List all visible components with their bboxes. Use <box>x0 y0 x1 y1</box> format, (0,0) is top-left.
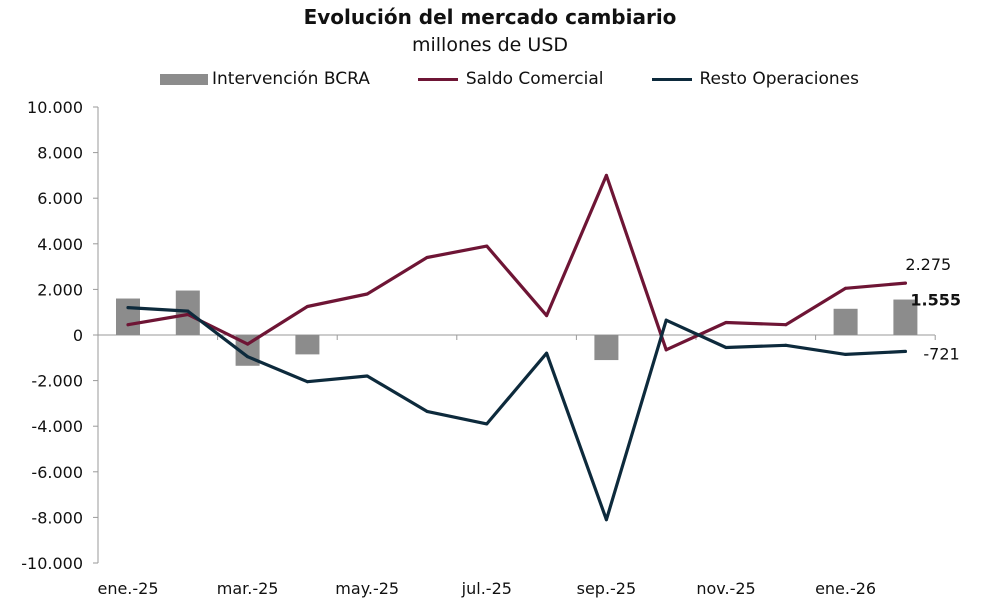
chart-subtitle: millones de USD <box>411 34 569 56</box>
bar-intervencion <box>594 335 619 361</box>
point-resto-operaciones <box>485 422 489 426</box>
point-resto-operaciones <box>126 306 130 310</box>
y-tick-label: -10.000 <box>21 554 83 573</box>
point-resto-operaciones <box>425 409 429 413</box>
point-saldo-comercial <box>186 312 190 316</box>
bar-intervencion <box>833 308 858 335</box>
point-saldo-comercial <box>126 323 130 327</box>
x-tick-label: mar.-25 <box>217 579 279 598</box>
legend-item-intervencion: Intervención BCRA <box>160 69 370 89</box>
x-tick-label: ene.-25 <box>97 579 158 598</box>
point-resto-operaciones <box>784 343 788 347</box>
point-resto-operaciones <box>186 309 190 313</box>
point-resto-operaciones <box>604 518 608 522</box>
y-tick-label: -2.000 <box>31 372 83 391</box>
bar-intervencion <box>893 299 918 335</box>
bar-intervencion <box>295 335 320 355</box>
point-saldo-comercial <box>604 173 608 177</box>
y-tick-label: 2.000 <box>37 280 83 299</box>
bar-intervencion <box>116 298 140 335</box>
legend-label: Resto Operaciones <box>699 69 859 89</box>
point-resto-operaciones <box>724 346 728 350</box>
point-saldo-comercial <box>246 342 250 346</box>
point-saldo-comercial <box>664 348 668 352</box>
point-saldo-comercial <box>485 244 489 248</box>
point-resto-operaciones <box>246 355 250 359</box>
point-resto-operaciones <box>903 349 907 353</box>
data-label-intervencion: 1.555 <box>910 291 961 310</box>
legend-label: Intervención BCRA <box>212 69 370 89</box>
x-tick-label: ene.-26 <box>815 579 876 598</box>
y-tick-label: 6.000 <box>37 189 83 208</box>
data-label-saldo: 2.275 <box>905 255 951 274</box>
y-tick-label: 0 <box>73 326 83 345</box>
point-saldo-comercial <box>425 255 429 259</box>
legend-item-saldo: Saldo Comercial <box>417 69 604 89</box>
point-resto-operaciones <box>545 351 549 355</box>
y-tick-label: -4.000 <box>31 417 83 436</box>
y-tick-label: 10.000 <box>27 98 83 117</box>
y-tick-label: 4.000 <box>37 235 83 254</box>
legend: Intervención BCRA Saldo Comercial Resto … <box>160 69 859 89</box>
point-saldo-comercial <box>784 323 788 327</box>
point-resto-operaciones <box>365 374 369 378</box>
line-resto-operaciones <box>126 306 908 522</box>
point-saldo-comercial <box>545 314 549 318</box>
legend-item-resto: Resto Operaciones <box>651 69 859 89</box>
y-tick-label: -8.000 <box>31 508 83 527</box>
point-saldo-comercial <box>903 281 907 285</box>
x-tick-label: sep.-25 <box>577 579 637 598</box>
chart-title: Evolución del mercado cambiario <box>303 5 677 29</box>
point-resto-operaciones <box>844 352 848 356</box>
x-tick-label: jul.-25 <box>461 579 512 598</box>
x-tick-label: may.-25 <box>335 579 399 598</box>
x-tick-label: nov.-25 <box>696 579 755 598</box>
legend-label: Saldo Comercial <box>465 69 604 89</box>
data-label-resto: -721 <box>923 344 959 363</box>
y-tick-label: -6.000 <box>31 463 83 482</box>
legend-swatch-line <box>417 77 458 81</box>
line-saldo-comercial <box>126 173 908 352</box>
point-saldo-comercial <box>305 305 309 308</box>
point-resto-operaciones <box>305 380 309 384</box>
point-resto-operaciones <box>664 318 668 322</box>
point-saldo-comercial <box>365 292 369 296</box>
legend-swatch-bar <box>160 73 208 85</box>
point-saldo-comercial <box>724 320 728 324</box>
legend-swatch-line <box>651 77 692 81</box>
y-tick-label: 8.000 <box>37 144 83 163</box>
point-saldo-comercial <box>844 286 848 290</box>
